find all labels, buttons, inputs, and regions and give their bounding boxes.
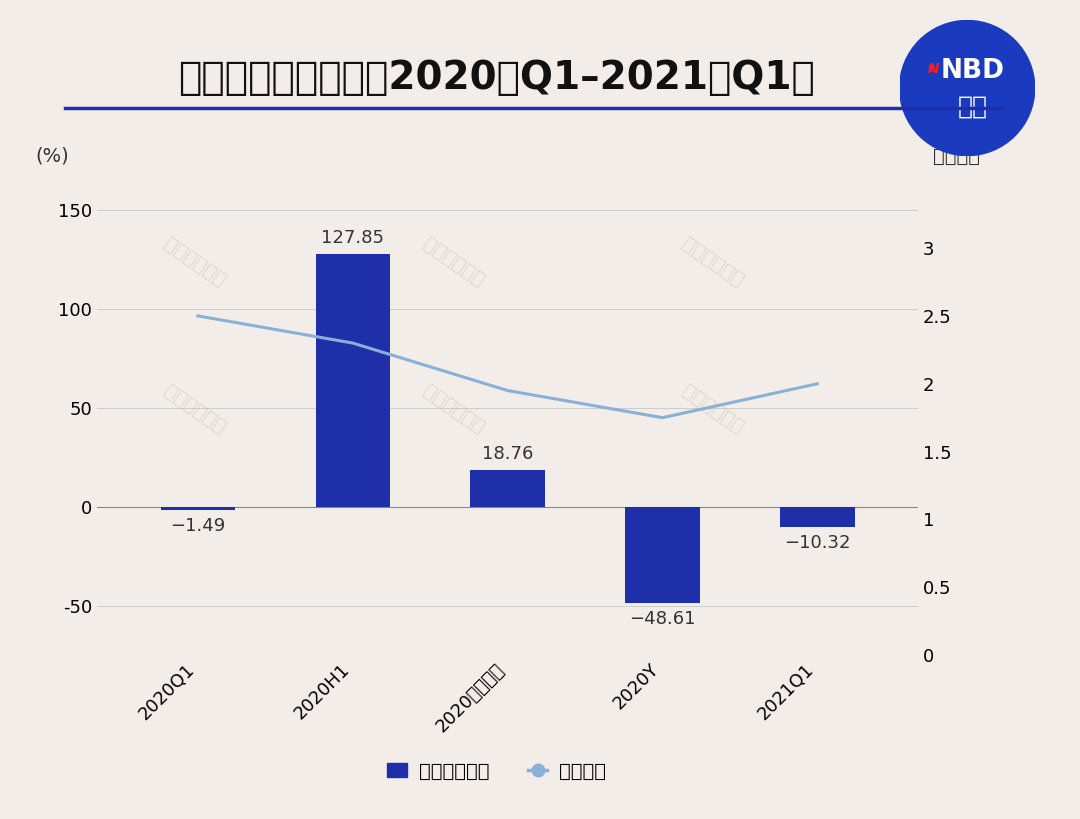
Text: N: N [928, 62, 940, 76]
Text: 每日经济新闻: 每日经济新闻 [160, 234, 229, 290]
Text: 每日经济新闻: 每日经济新闻 [419, 382, 488, 437]
Bar [315, 254, 390, 507]
Bar [471, 469, 544, 507]
Bar [625, 507, 700, 603]
Text: 每日经济新闻: 每日经济新闻 [678, 382, 747, 437]
Text: ⁎: ⁎ [928, 61, 936, 75]
Text: 18.76: 18.76 [482, 445, 534, 463]
Text: （万户）: （万户） [932, 147, 980, 166]
Text: 数据: 数据 [958, 95, 987, 119]
Circle shape [900, 20, 1035, 156]
Text: 三圣股份股东户数（2020年Q1–2021年Q1）: 三圣股份股东户数（2020年Q1–2021年Q1） [178, 59, 815, 97]
Text: −10.32: −10.32 [784, 534, 851, 552]
Text: −48.61: −48.61 [630, 610, 696, 628]
Text: 每日经济新闻: 每日经济新闻 [678, 234, 747, 290]
Text: (%): (%) [36, 147, 69, 166]
Legend: 户均数增长率, 股东户数: 户均数增长率, 股东户数 [380, 754, 613, 789]
Text: 每日经济新闻: 每日经济新闻 [419, 234, 488, 290]
Bar [161, 507, 235, 509]
Text: NBD: NBD [941, 58, 1004, 84]
Text: 每日经济新闻: 每日经济新闻 [160, 382, 229, 437]
Text: 127.85: 127.85 [321, 229, 384, 247]
Text: −1.49: −1.49 [171, 517, 226, 535]
Bar [780, 507, 854, 527]
